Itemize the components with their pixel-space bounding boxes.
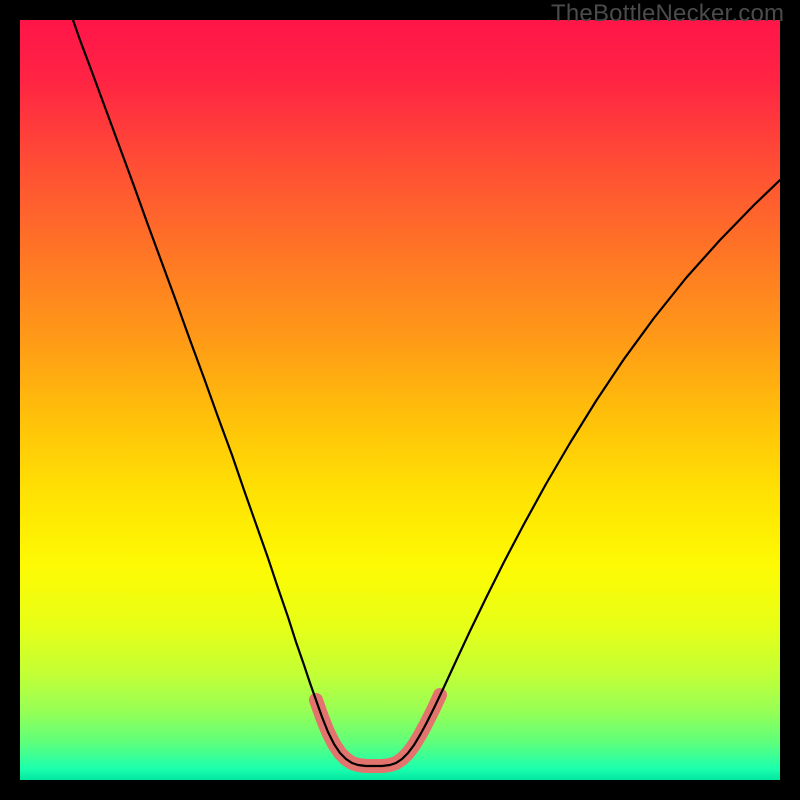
chart-svg: [20, 20, 780, 780]
plot-area: [20, 20, 780, 780]
watermark-text: TheBottleNecker.com: [551, 0, 784, 28]
gradient-background: [20, 20, 780, 780]
